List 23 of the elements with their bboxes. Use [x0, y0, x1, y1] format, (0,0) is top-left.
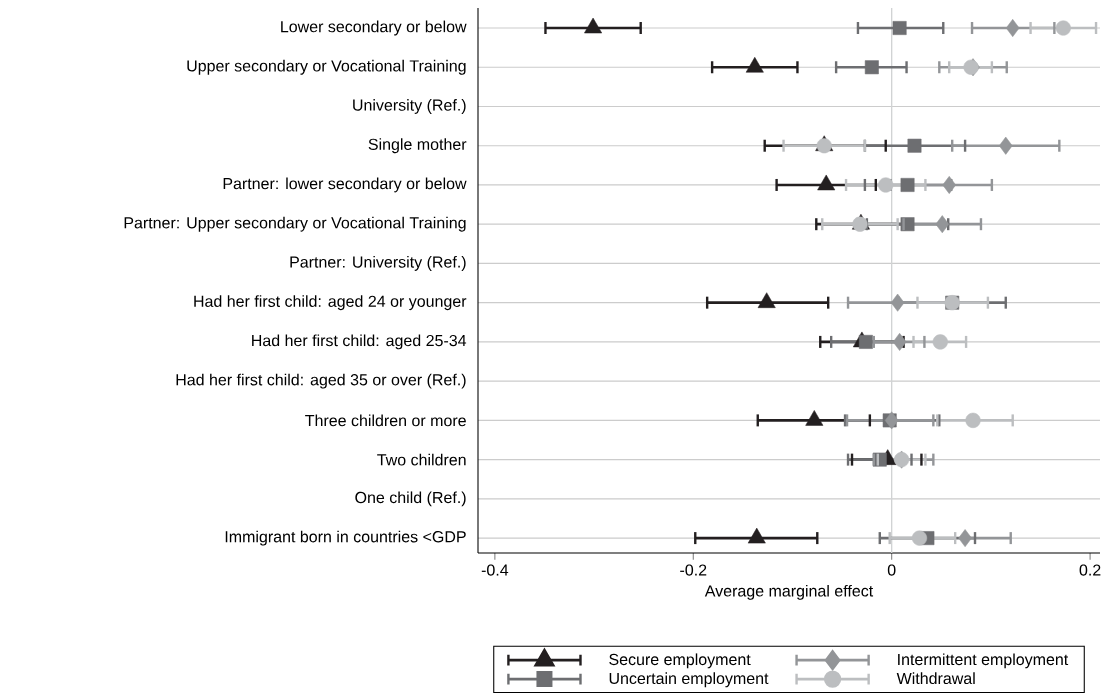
x-tick-label: 0.2 — [1079, 564, 1101, 576]
legend-label: Secure employment — [609, 653, 751, 669]
y-tick-label: Three children or more — [305, 414, 466, 427]
y-tick-label: Had her first child: aged 24 or younger — [194, 295, 467, 311]
legend-label: Intermittent employment — [898, 653, 1069, 669]
legend-label: Uncertain employment — [609, 672, 769, 688]
y-tick-label: Partner: lower secondary or below — [223, 177, 467, 193]
y-tick-label: Upper secondary or Vocational Training — [187, 59, 466, 75]
y-tick-label: University (Ref.) — [353, 99, 466, 114]
x-tick-label: -0.2 — [680, 564, 707, 576]
y-tick-label: Single mother — [368, 138, 467, 154]
y-tick-label: Immigrant born in countries <GDP — [225, 530, 466, 546]
y-tick-label: Partner: Upper secondary or Vocational Training — [124, 216, 466, 232]
x-tick-label: -0.4 — [481, 564, 509, 576]
x-axis-title: Average marginal effect — [704, 584, 874, 600]
x-tick-label: 0 — [887, 564, 896, 576]
y-tick-label: One child (Ref.) — [355, 491, 466, 507]
y-tick-label: Had her first child: aged 25-34 — [252, 334, 467, 350]
y-tick-label: Had her first child: aged 35 or over (Ref.) — [176, 373, 466, 389]
y-tick-label: Partner: University (Ref.) — [290, 255, 466, 271]
y-tick-label: Lower secondary or below — [281, 20, 467, 36]
legend-label: Withdrawal — [896, 672, 975, 685]
y-tick-label: Two children — [377, 453, 466, 466]
